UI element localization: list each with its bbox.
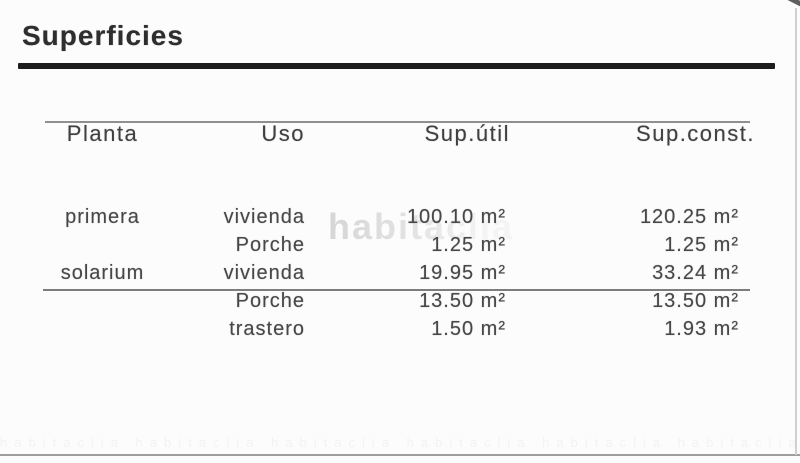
cell-sup-const: 1.93 m² (664, 318, 739, 340)
header-rule (45, 121, 750, 123)
cell-planta (45, 315, 160, 343)
total-rule (43, 289, 750, 291)
page-title: Superficies (22, 20, 184, 51)
cell-planta (45, 287, 160, 315)
cell-uso: trastero (229, 318, 305, 340)
cell-sup-const: 13.50 m² (652, 290, 739, 312)
corner-mark (780, 0, 800, 10)
right-border (795, 8, 797, 455)
cell-planta (45, 231, 160, 259)
column-header-uso: Uso (261, 121, 305, 146)
cell-sup-util: 13.50 m² (419, 290, 506, 312)
cell-uso: vivienda (223, 206, 305, 228)
habitaclia-watermark: habitaclia (328, 206, 515, 247)
cell-sup-util: 1.50 m² (431, 318, 506, 340)
cell-sup-util: 100.10 m² (406, 206, 506, 228)
cell-uso: Porche (235, 234, 305, 256)
bottom-border (0, 454, 800, 456)
cell-uso: vivienda (223, 262, 305, 284)
column-header-sup-const: Sup.const. (636, 121, 755, 146)
cell-sup-const: 120.25 m² (639, 206, 739, 228)
cell-sup-const: 33.24 m² (652, 262, 739, 284)
column-header-sup-util: Sup.útil (424, 121, 510, 146)
table-header: Planta Uso Sup.útil Sup.const. (45, 118, 755, 150)
table-body: primera vivienda 100.10 m² 120.25 m² Por… (45, 203, 755, 343)
column-header-planta: Planta (66, 121, 139, 146)
cell-sup-util: 1.25 m² (431, 234, 506, 256)
title-rule (18, 63, 775, 69)
bottom-watermark-band: habitaclia habitaclia habitaclia habitac… (0, 435, 800, 450)
cell-planta: solarium (60, 262, 145, 284)
cell-planta: primera (65, 206, 140, 228)
cell-uso: Porche (235, 290, 305, 312)
cell-sup-util: 19.95 m² (419, 262, 506, 284)
cell-sup-const: 1.25 m² (664, 234, 739, 256)
